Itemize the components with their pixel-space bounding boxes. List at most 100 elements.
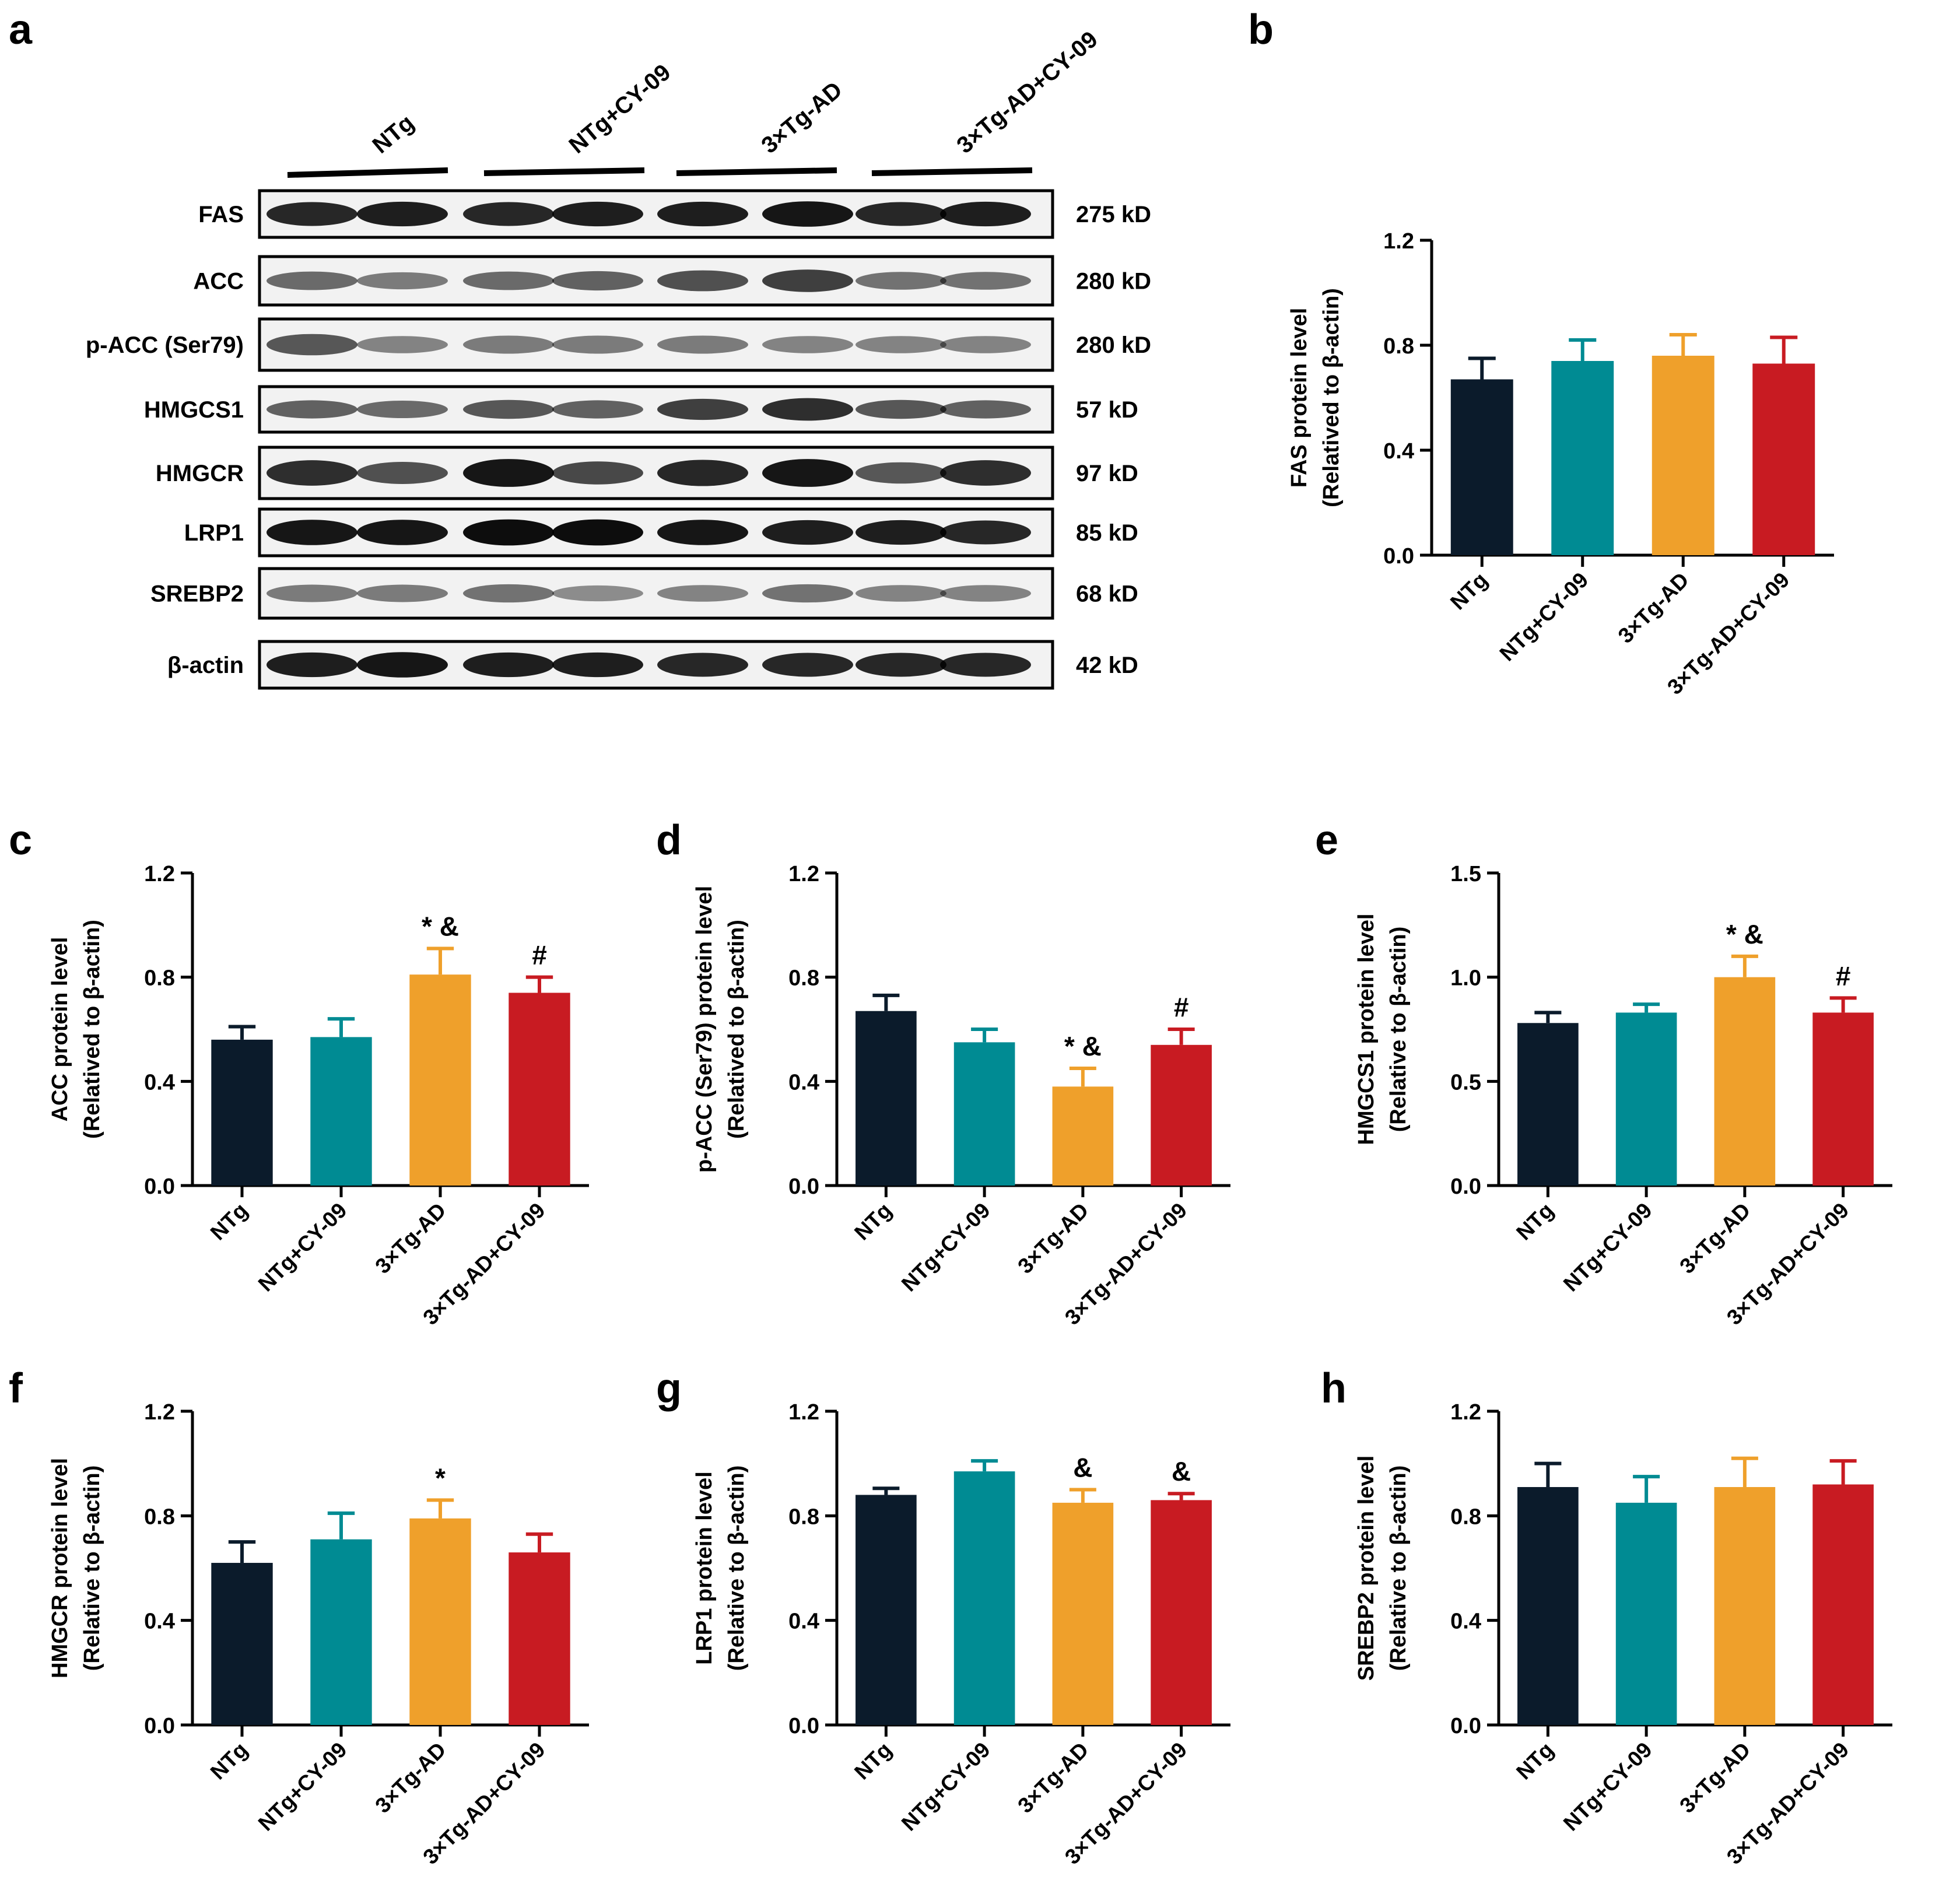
blot-group-bar-3-tg-ad-cy-09 (871, 167, 1033, 176)
blot-band (463, 459, 554, 487)
x-tick-label: NTg+CY-09 (897, 1738, 995, 1836)
blot-protein-label: HMGCS1 (144, 397, 244, 423)
x-tick-label: 3×Tg-AD (1013, 1738, 1093, 1818)
y-axis-subtitle: (Relative to β-actin) (1386, 1465, 1411, 1671)
bar-ntg-cy-09 (953, 1042, 1015, 1186)
y-axis-subtitle: (Relative to β-actin) (80, 1465, 104, 1671)
blot-band (940, 201, 1031, 227)
y-tick-label: 0.8 (144, 966, 175, 991)
panel-letter-d: d (656, 817, 682, 864)
y-tick-label: 0.8 (1450, 1505, 1481, 1529)
bar-ntg (211, 1563, 273, 1725)
bar-3-tg-ad (1052, 1502, 1114, 1725)
y-axis-title: LRP1 protein level (692, 1471, 717, 1665)
bar-3-tg-ad (1714, 977, 1776, 1186)
blot-band (940, 272, 1031, 290)
y-tick-label: 0.4 (144, 1610, 175, 1634)
y-tick-label: 0.8 (788, 966, 819, 991)
blot-band (552, 652, 643, 678)
bar-3-tg-ad (1714, 1487, 1776, 1725)
y-tick-label: 1.0 (1450, 966, 1481, 991)
significance-mark: # (1174, 992, 1189, 1022)
blot-band (855, 399, 946, 419)
x-tick-label: NTg (206, 1738, 253, 1784)
blot-band (463, 519, 554, 546)
bar-ntg-cy-09 (310, 1539, 372, 1725)
blot-group-label-3-tg-ad: 3×Tg-AD (757, 77, 847, 159)
blot-band (463, 652, 554, 678)
y-tick-label: 1.2 (144, 862, 175, 886)
y-axis-title: ACC protein level (48, 937, 72, 1122)
blot-band (940, 653, 1031, 677)
blot-band (267, 652, 357, 678)
blot-group-label-3-tg-ad-cy-09: 3×Tg-AD+CY-09 (952, 26, 1103, 159)
blot-band (552, 201, 643, 227)
blot-group-label-ntg-cy-09: NTg+CY-09 (564, 59, 676, 159)
y-tick-label: 0.8 (144, 1505, 175, 1529)
y-tick-label: 1.2 (788, 862, 819, 886)
bar-3-tg-ad (1052, 1086, 1114, 1186)
blot-band (855, 202, 946, 226)
x-tick-label: NTg (206, 1198, 253, 1245)
blot-band (762, 520, 853, 545)
bar-ntg-cy-09 (953, 1471, 1015, 1725)
chart-panel-b: 0.0 0.4 0.8 1.2 FAS protein level (Relatived … (1287, 229, 1834, 699)
bar-ntg (1450, 379, 1513, 555)
panel-letter-h: h (1321, 1365, 1347, 1412)
chart-panel-c: 0.0 0.4 0.8 1.2 ACC protein level (Relatived … (48, 862, 589, 1330)
x-tick-label: NTg (1512, 1198, 1558, 1245)
y-axis-title: FAS protein level (1287, 308, 1312, 488)
blot-band (357, 272, 448, 290)
blot-band (463, 202, 554, 226)
y-axis-subtitle: (Relatived to β-actin) (1319, 288, 1344, 507)
blot-band (855, 336, 946, 353)
blot-band (940, 336, 1031, 353)
y-tick-label: 0.0 (144, 1714, 175, 1738)
bar-3-tg-ad-cy-09 (509, 1552, 570, 1725)
blot-protein-label: p-ACC (Ser79) (86, 332, 244, 358)
y-axis-title: HMGCS1 protein level (1354, 914, 1379, 1145)
blot-band (657, 520, 748, 545)
bar-ntg (1517, 1023, 1579, 1186)
blot-band (463, 399, 554, 419)
bar-ntg-cy-09 (310, 1037, 372, 1186)
panel-letter-g: g (656, 1365, 682, 1412)
x-tick-label: NTg+CY-09 (1559, 1198, 1657, 1296)
y-tick-label: 0.8 (788, 1505, 819, 1529)
blot-band (940, 585, 1031, 602)
blot-size-label: 68 kD (1076, 581, 1138, 607)
bar-ntg (1517, 1487, 1579, 1725)
blot-protein-label: SREBP2 (150, 581, 244, 607)
blot-size-label: 280 kD (1076, 332, 1151, 358)
y-tick-label: 0.4 (1450, 1610, 1481, 1634)
blot-row-fas: FAS 275 kD (198, 189, 1151, 239)
blot-band (463, 335, 554, 354)
blot-band (552, 271, 643, 291)
bar-3-tg-ad (409, 974, 471, 1186)
western-blot-panel: NTg NTg+CY-09 3×Tg-AD 3×Tg-AD+CY-09 FAS 275 k… (86, 26, 1151, 690)
blot-band (657, 398, 748, 420)
x-tick-label: 3×Tg-AD (1013, 1198, 1093, 1278)
blot-size-label: 42 kD (1076, 653, 1138, 678)
blot-size-label: 275 kD (1076, 202, 1151, 227)
blot-band (657, 653, 748, 677)
blot-band (267, 520, 357, 545)
y-tick-label: 0.4 (788, 1070, 819, 1095)
blot-band (552, 335, 643, 354)
y-tick-label: 0.0 (788, 1714, 819, 1738)
blot-group-bar-ntg-cy-09 (483, 167, 645, 176)
x-tick-label: NTg (850, 1198, 896, 1245)
blot-band (855, 462, 946, 484)
x-tick-label: NTg (1512, 1738, 1558, 1784)
blot-band (552, 585, 643, 602)
y-axis-title: SREBP2 protein level (1354, 1456, 1379, 1681)
y-tick-label: 1.2 (1383, 229, 1414, 254)
blot-size-label: 85 kD (1076, 520, 1138, 546)
x-tick-label: 3×Tg-AD (370, 1738, 450, 1818)
y-tick-label: 0.4 (144, 1070, 175, 1095)
blot-row-srebp2: SREBP2 68 kD (150, 567, 1138, 620)
x-tick-label: 3×Tg-AD (1675, 1198, 1755, 1278)
bar-ntg-cy-09 (1615, 1502, 1677, 1725)
bar-3-tg-ad-cy-09 (1151, 1500, 1212, 1725)
